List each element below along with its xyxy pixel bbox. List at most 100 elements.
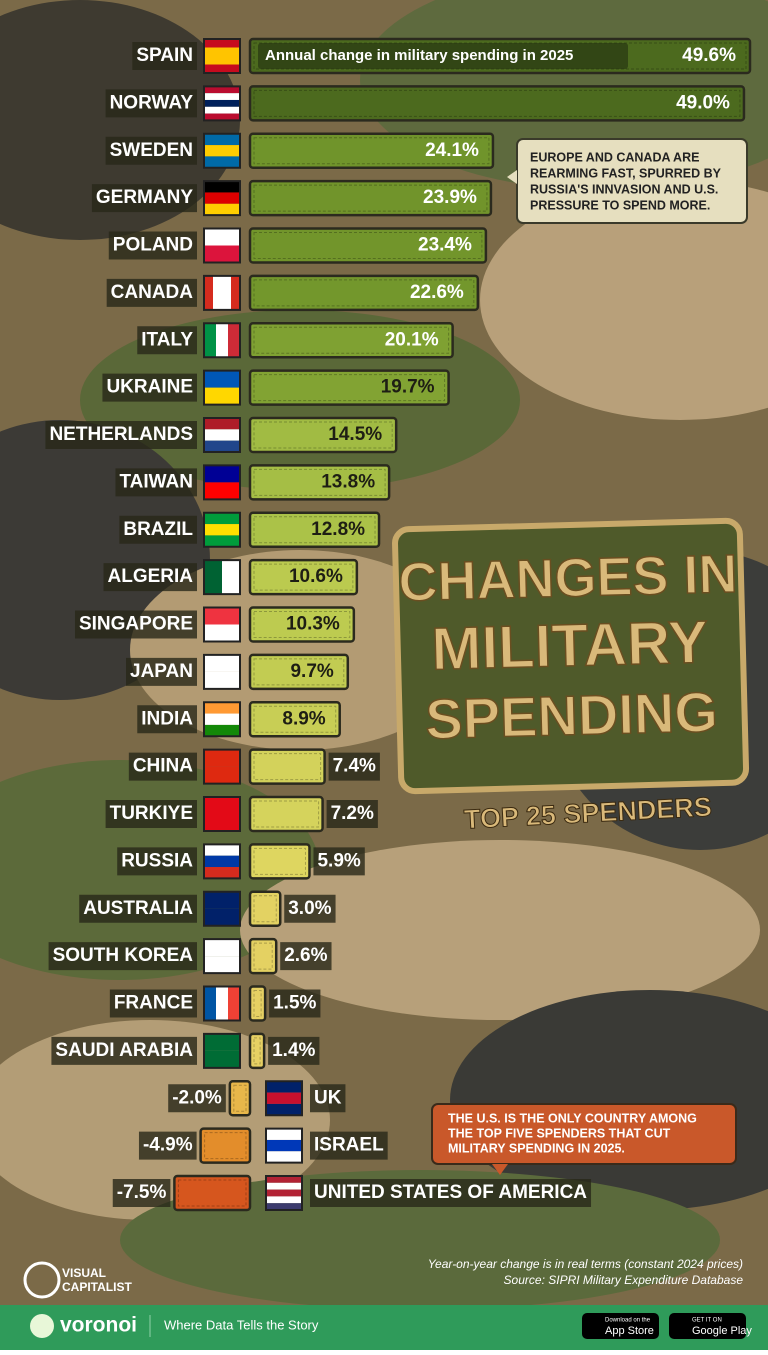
flag xyxy=(265,1080,303,1117)
value-label: -4.9% xyxy=(143,1135,193,1156)
publisher-text: CAPITALIST xyxy=(62,1280,132,1294)
country-label: ITALY xyxy=(141,329,193,350)
flag-border xyxy=(203,417,241,453)
flag xyxy=(265,1175,303,1211)
flag-stripe xyxy=(204,181,240,193)
flag-stripe xyxy=(231,275,240,310)
flag-stripe xyxy=(204,713,240,725)
value-label-bg xyxy=(112,1179,171,1207)
flag-stripe xyxy=(204,39,240,48)
flag-stripe xyxy=(204,482,240,500)
flag xyxy=(203,322,241,359)
label-bg xyxy=(51,1036,197,1065)
value-label: 5.9% xyxy=(317,850,360,871)
label-bg xyxy=(119,515,197,544)
value-label: 49.0% xyxy=(676,92,730,113)
callout-europe: EUROPE AND CANADA ARE REARMING FAST, SPU… xyxy=(507,138,748,224)
value-label: 10.3% xyxy=(286,614,340,635)
flag-stripe xyxy=(222,275,231,310)
callout-text: THE U.S. IS THE ONLY COUNTRY AMONG xyxy=(448,1111,697,1125)
flag-border xyxy=(203,369,241,406)
callout-text: THE TOP FIVE SPENDERS THAT CUT xyxy=(448,1126,671,1140)
label-bg xyxy=(117,847,197,876)
label-bg xyxy=(137,705,197,734)
flag-stripe xyxy=(204,956,240,974)
flag xyxy=(203,180,241,217)
flag xyxy=(203,606,241,643)
bar xyxy=(248,416,398,454)
label-bg xyxy=(126,657,197,686)
flag xyxy=(203,701,241,738)
flag-stripe xyxy=(204,867,240,879)
value-label: 2.6% xyxy=(284,945,327,966)
flag-border xyxy=(203,701,241,738)
flag-stripe xyxy=(216,323,228,358)
flag-stripe xyxy=(204,939,240,957)
flag-stripe xyxy=(204,624,240,642)
flag-stripe xyxy=(216,986,228,1021)
bar-stitch xyxy=(253,705,337,733)
flag-stripe xyxy=(228,986,240,1021)
flag-stripe xyxy=(266,1081,302,1093)
bar-stitch xyxy=(253,184,488,212)
flag-stripe xyxy=(204,535,240,547)
flag-stripe xyxy=(204,203,240,216)
flag-border xyxy=(203,653,241,690)
bar xyxy=(173,1174,252,1212)
bar xyxy=(248,179,493,217)
app-store-badge[interactable] xyxy=(582,1313,659,1339)
label-bg xyxy=(74,610,197,639)
flag-stripe xyxy=(204,156,240,168)
bar xyxy=(248,322,454,359)
country-label: ISRAEL xyxy=(314,1135,384,1156)
value-label-bg xyxy=(284,894,336,923)
title-line: MILITARY xyxy=(431,608,709,682)
flag-stripe xyxy=(204,86,240,94)
flag-stripe xyxy=(204,145,240,157)
flag-stripe xyxy=(204,908,240,926)
badge-text: Google Play xyxy=(692,1325,752,1337)
flag-border xyxy=(203,85,241,122)
bar-stitch xyxy=(253,847,306,875)
value-label: -7.5% xyxy=(117,1182,167,1203)
country-label: FRANCE xyxy=(114,993,193,1014)
flag-border xyxy=(203,559,241,596)
flag-stripe xyxy=(204,891,240,909)
bar xyxy=(248,1032,266,1070)
value-label: 23.4% xyxy=(418,235,472,256)
label-bg xyxy=(310,1131,388,1160)
country-label: BRAZIL xyxy=(123,519,193,540)
country-label: AUSTRALIA xyxy=(83,898,193,919)
label-bg xyxy=(105,136,197,165)
flag-border xyxy=(203,132,241,169)
value-label: 10.6% xyxy=(289,566,343,587)
source: Source: SIPRI Military Expenditure Datab… xyxy=(504,1273,744,1287)
bar-stitch xyxy=(253,279,475,307)
flag xyxy=(203,227,241,264)
flag-stripe xyxy=(266,1139,302,1152)
flag-border xyxy=(203,938,241,975)
callout-text: MILITARY SPENDING IN 2025. xyxy=(448,1141,625,1155)
flag-stripe xyxy=(204,228,240,246)
flag-stripe xyxy=(204,512,240,525)
flag xyxy=(203,464,241,501)
publisher-text: VISUAL xyxy=(62,1266,106,1280)
bar xyxy=(248,701,341,738)
title-line: SPENDING xyxy=(425,680,719,751)
country-label: SINGAPORE xyxy=(79,614,193,635)
bar-stitch xyxy=(253,563,354,591)
google-play-badge[interactable] xyxy=(669,1313,746,1339)
flag-border xyxy=(203,843,241,880)
flag-stripe xyxy=(204,855,240,868)
value-label: -2.0% xyxy=(172,1087,222,1108)
flag-border xyxy=(203,274,241,311)
flag-stripe xyxy=(204,749,240,767)
flag-border xyxy=(203,1032,241,1069)
country-label: TAIWAN xyxy=(119,471,193,492)
bar xyxy=(248,274,480,312)
flag-stripe xyxy=(204,766,240,784)
flag-stripe xyxy=(213,275,222,310)
bar-stitch xyxy=(253,942,273,970)
value-label: 7.2% xyxy=(331,803,374,824)
